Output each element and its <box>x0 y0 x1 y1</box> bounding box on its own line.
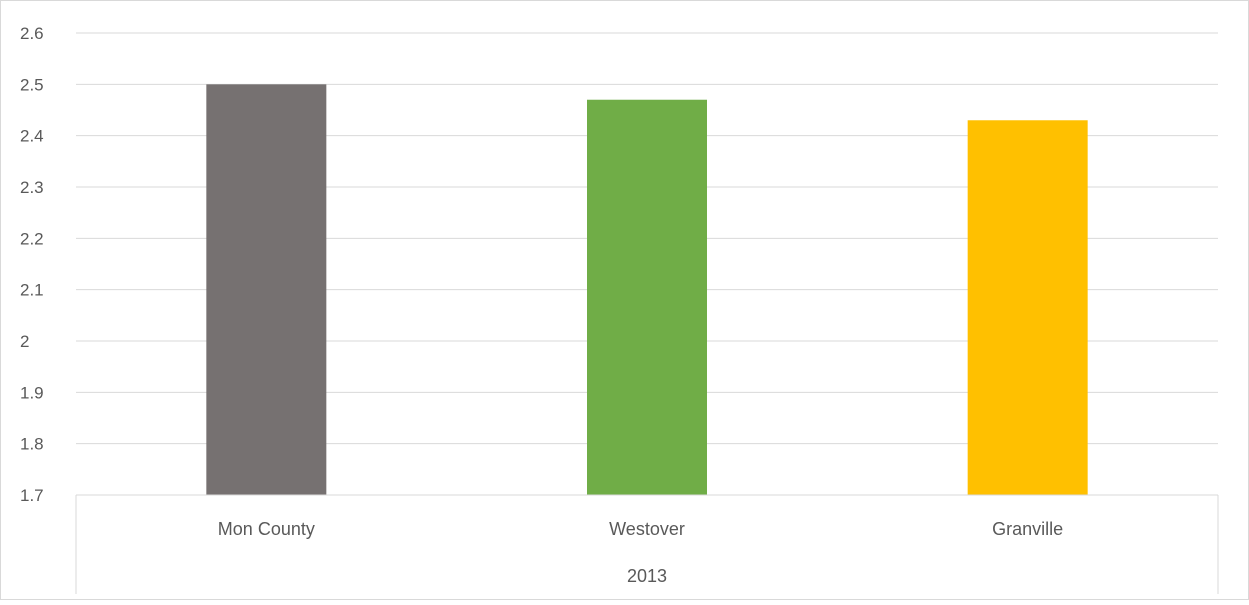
y-tick-label: 2.6 <box>20 24 44 43</box>
x-axis-group-label: 2013 <box>627 566 667 586</box>
y-tick-label: 2.1 <box>20 281 44 300</box>
x-axis-tick-labels: Mon County Westover Granville <box>218 519 1063 539</box>
y-tick-label: 2.2 <box>20 229 44 248</box>
x-tick-label: Granville <box>992 519 1063 539</box>
y-tick-label: 2 <box>20 332 29 351</box>
bar-westover <box>587 99 707 495</box>
x-tick-label: Westover <box>609 519 685 539</box>
y-tick-label: 2.3 <box>20 178 44 197</box>
bar-granville <box>967 120 1088 496</box>
x-axis <box>75 494 1219 594</box>
y-tick-label: 1.9 <box>20 383 44 402</box>
x-tick-label: Mon County <box>218 519 315 539</box>
y-tick-label: 2.5 <box>20 75 44 94</box>
bar-mon-county <box>206 84 327 495</box>
y-axis-tick-labels: 2.6 2.5 2.4 2.3 2.2 2.1 2 1.9 1.8 1.7 <box>20 24 44 505</box>
y-tick-label: 1.7 <box>20 486 44 505</box>
y-tick-label: 1.8 <box>20 435 44 454</box>
bars <box>206 84 1088 496</box>
y-tick-label: 2.4 <box>20 127 44 146</box>
